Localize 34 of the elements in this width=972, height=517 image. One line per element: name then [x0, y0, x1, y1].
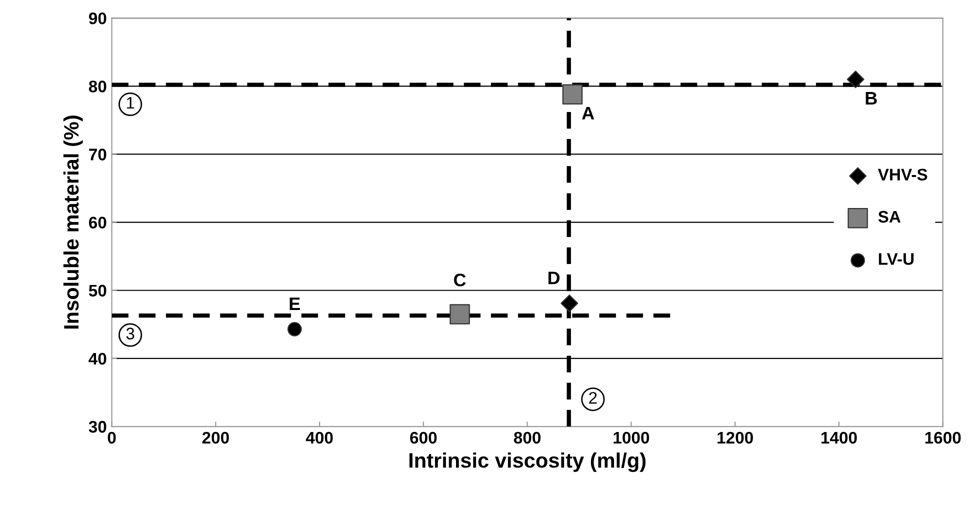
- x-axis-title: Intrinsic viscosity (ml/g): [409, 452, 646, 472]
- point: [846, 70, 864, 88]
- annotation: A: [582, 107, 594, 120]
- annotation: 2: [589, 392, 597, 404]
- y-tick-label: 50: [88, 284, 106, 297]
- y-tick-label: 60: [88, 216, 106, 229]
- point: [287, 322, 302, 336]
- x-tick-label: 1400: [821, 432, 857, 444]
- legend-label: SA: [878, 210, 901, 223]
- y-tick-label: 90: [88, 12, 106, 24]
- x-tick-label: 600: [410, 432, 437, 444]
- y-tick-label: 40: [88, 352, 106, 365]
- y-tick-label: 30: [88, 420, 106, 433]
- legend-label: LV-U: [878, 253, 914, 265]
- annotation: B: [866, 92, 877, 104]
- point: [562, 84, 583, 104]
- point: [450, 304, 470, 324]
- x-tick-label: 1200: [718, 432, 753, 444]
- x-tick-label: 0: [108, 432, 116, 444]
- annotation: 1: [126, 97, 134, 109]
- annotation: C: [454, 274, 466, 286]
- annotation: E: [290, 298, 300, 310]
- annotation: 3: [126, 328, 134, 340]
- legend-label: VHV-S: [878, 168, 928, 180]
- x-tick-label: 1600: [925, 432, 961, 444]
- x-tick-label: 800: [514, 432, 541, 444]
- x-tick-label: 1000: [614, 432, 650, 444]
- y-axis-title: Insoluble material (%): [63, 116, 83, 329]
- annotation: D: [548, 272, 560, 284]
- point: [560, 294, 578, 312]
- y-tick-label: 70: [89, 148, 106, 160]
- y-tick-label: 80: [88, 80, 106, 92]
- x-tick-label: 400: [306, 432, 333, 444]
- x-tick-label: 200: [202, 432, 229, 444]
